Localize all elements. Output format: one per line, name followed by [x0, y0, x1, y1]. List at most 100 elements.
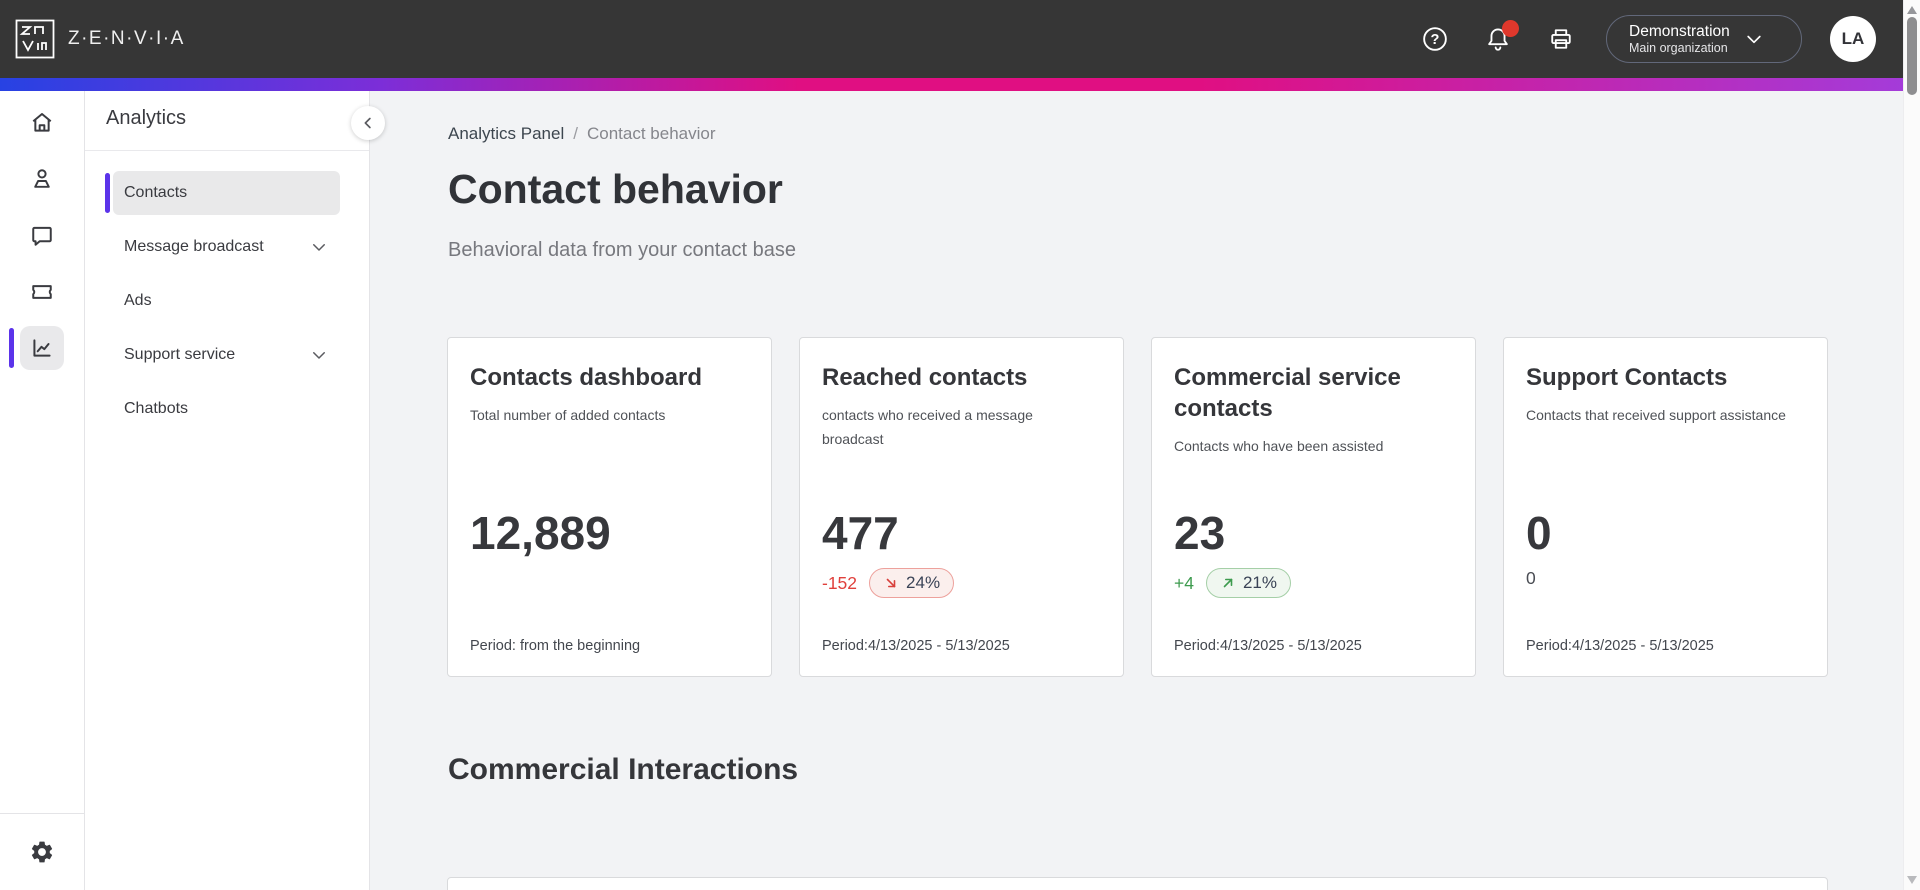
trend-down-icon	[886, 578, 896, 588]
zenvia-logo-icon	[15, 19, 55, 59]
main-content: Analytics Panel / Contact behavior Conta…	[370, 91, 1903, 890]
breadcrumb-current: Contact behavior	[586, 124, 716, 143]
trend-percent: 21%	[1242, 573, 1277, 592]
scrollbar-up-arrow[interactable]	[1907, 6, 1917, 14]
avatar[interactable]: LA	[1830, 16, 1876, 62]
print-button[interactable]	[1546, 24, 1576, 54]
sidebar-item-label: Contacts	[124, 184, 188, 201]
card-title: Commercial service contacts	[1174, 364, 1401, 422]
nav-analytics-button[interactable]	[20, 326, 64, 370]
chevron-down-icon	[313, 244, 325, 251]
settings-button[interactable]	[20, 830, 64, 874]
printer-icon	[1551, 29, 1571, 49]
scrollbar-thumb[interactable]	[1907, 17, 1917, 95]
card-description: contacts who received a message broadcas…	[822, 407, 1033, 447]
scrollbar-down-arrow[interactable]	[1907, 876, 1917, 884]
nav-sales-button[interactable]	[20, 270, 64, 314]
commercial-interactions-card	[447, 877, 1828, 890]
trend-badge: 24%	[869, 568, 955, 598]
avatar-initials: LA	[1841, 29, 1865, 48]
sidebar-item-contacts[interactable]: Contacts	[105, 171, 340, 215]
breadcrumb: Analytics Panel / Contact behavior	[448, 124, 716, 144]
sidebar-item-chatbots[interactable]: Chatbots	[113, 387, 340, 431]
card-support-contacts: Support Contacts Contacts that received …	[1503, 337, 1828, 677]
sidebar: Analytics Contacts Message broadcast Ads…	[85, 91, 370, 890]
rail-divider	[0, 813, 85, 814]
card-value: 477	[822, 507, 899, 559]
card-description: Total number of added contacts	[470, 407, 666, 423]
breadcrumb-separator: /	[573, 124, 578, 143]
person-icon	[34, 169, 50, 188]
organization-name: Demonstration	[1629, 22, 1730, 40]
card-commercial-service-contacts: Commercial service contacts Contacts who…	[1151, 337, 1476, 677]
card-period: Period:4/13/2025 - 5/13/2025	[1526, 638, 1714, 654]
sidebar-item-label: Chatbots	[124, 400, 189, 417]
sidebar-item-support-service[interactable]: Support service	[113, 333, 340, 377]
notification-badge	[1502, 20, 1519, 37]
zenvia-logo[interactable]: Z·E·N·V·I·A	[15, 19, 185, 59]
chevron-down-icon	[313, 352, 325, 359]
nav-contacts-button[interactable]	[20, 157, 64, 201]
organization-selector[interactable]: Demonstration Main organization	[1606, 15, 1802, 63]
card-delta-row: 0	[1526, 568, 1536, 589]
chevron-left-icon	[364, 117, 371, 129]
chat-icon	[32, 226, 52, 246]
svg-text:?: ?	[1431, 32, 1440, 48]
card-period: Period: from the beginning	[470, 638, 641, 654]
home-icon	[32, 113, 52, 132]
help-button[interactable]: ?	[1420, 24, 1450, 54]
nav-home-button[interactable]	[20, 101, 64, 145]
notifications-button[interactable]	[1483, 20, 1519, 54]
card-title: Support Contacts	[1526, 364, 1728, 391]
help-icon: ?	[1423, 27, 1447, 51]
body: Analytics Contacts Message broadcast Ads…	[0, 91, 1903, 890]
sidebar-menu: Contacts Message broadcast Ads Support s…	[85, 171, 369, 441]
page-subtitle: Behavioral data from your contact base	[448, 239, 796, 261]
delta-value: +4	[1174, 572, 1194, 593]
section-title-commercial-interactions: Commercial Interactions	[448, 753, 799, 786]
metric-cards-row: Contacts dashboard Total number of added…	[447, 337, 1828, 677]
card-description: Contacts that received support assistanc…	[1526, 407, 1786, 423]
card-value: 23	[1174, 507, 1226, 559]
card-reached-contacts: Reached contacts contacts who received a…	[799, 337, 1124, 677]
brand-gradient-bar	[0, 78, 1903, 91]
gear-icon	[31, 841, 53, 863]
delta-value: -152	[822, 572, 858, 593]
nav-conversations-button[interactable]	[20, 214, 64, 258]
sidebar-title: Analytics	[106, 107, 187, 129]
delta-value: 0	[1526, 568, 1536, 588]
sidebar-item-label: Support service	[124, 346, 236, 363]
card-value: 12,889	[470, 507, 611, 559]
sidebar-item-label: Ads	[124, 292, 152, 309]
breadcrumb-parent-link[interactable]: Analytics Panel	[448, 124, 565, 143]
card-contacts-dashboard: Contacts dashboard Total number of added…	[447, 337, 772, 677]
card-description: Contacts who have been assisted	[1174, 438, 1384, 454]
card-title: Contacts dashboard	[470, 364, 703, 391]
card-delta-row: -152 24%	[822, 568, 955, 598]
brand-text: Z·E·N·V·I·A	[68, 28, 185, 49]
trend-up-icon	[1223, 578, 1233, 588]
trend-percent: 24%	[906, 573, 941, 592]
sidebar-item-ads[interactable]: Ads	[113, 279, 340, 323]
sidebar-item-message-broadcast[interactable]: Message broadcast	[113, 225, 340, 269]
card-value: 0	[1526, 507, 1552, 559]
ticket-icon	[32, 285, 52, 299]
scrollbar[interactable]	[1903, 0, 1920, 890]
active-nav-indicator	[9, 328, 14, 368]
card-delta-row: +4 21%	[1174, 568, 1291, 598]
card-period: Period:4/13/2025 - 5/13/2025	[1174, 638, 1362, 654]
trend-badge: 21%	[1205, 568, 1291, 598]
active-item-indicator	[105, 173, 110, 213]
page-title: Contact behavior	[448, 166, 783, 212]
sidebar-item-label: Message broadcast	[124, 238, 264, 255]
card-title: Reached contacts	[822, 364, 1028, 391]
collapse-sidebar-button[interactable]	[351, 106, 385, 140]
topbar: Z·E·N·V·I·A ?	[0, 0, 1903, 78]
icon-rail	[0, 91, 85, 890]
chevron-down-icon	[1747, 35, 1761, 44]
card-period: Period:4/13/2025 - 5/13/2025	[822, 638, 1010, 654]
organization-subtitle: Main organization	[1629, 40, 1728, 55]
analytics-chart-icon	[33, 339, 51, 357]
sidebar-divider	[85, 150, 369, 151]
